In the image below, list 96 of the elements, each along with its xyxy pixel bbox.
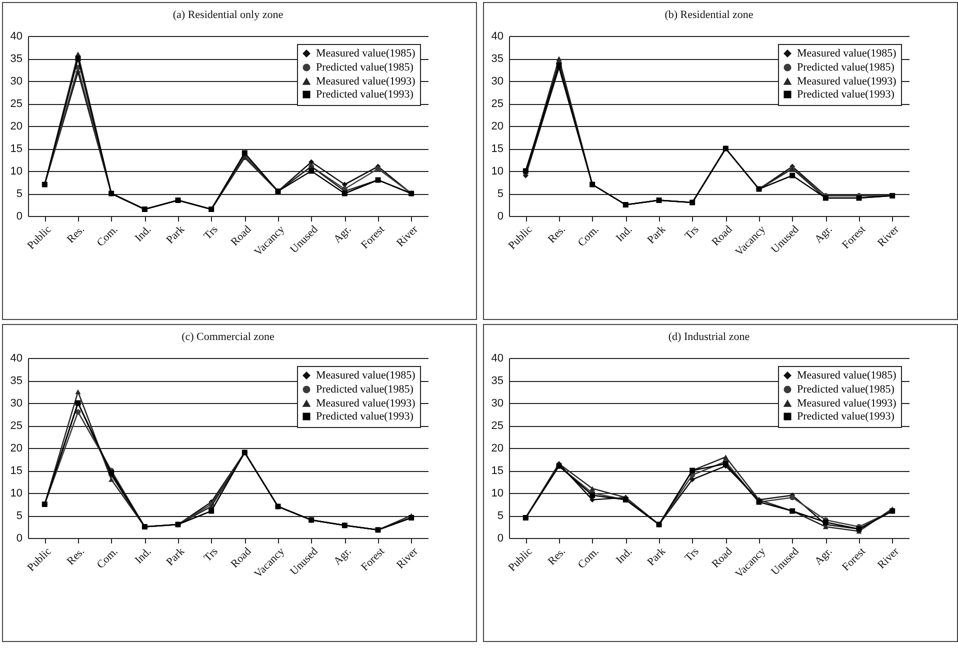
y-tick-label: 40 — [491, 352, 504, 364]
legend-label: Measured value(1993) — [316, 398, 416, 410]
x-tick-label: Com. — [94, 545, 120, 572]
y-tick-label: 15 — [10, 465, 22, 477]
y-tick-label: 30 — [10, 76, 22, 88]
x-tick-label: Com. — [94, 223, 120, 250]
y-tick-label: 10 — [491, 488, 504, 500]
y-tick-label: 20 — [10, 120, 22, 132]
x-tick-label: Ind. — [132, 223, 154, 244]
y-tick-label: 35 — [10, 53, 22, 65]
y-tick-label: 30 — [491, 398, 504, 410]
point — [108, 477, 114, 482]
x-tick-label: Trs — [202, 224, 220, 242]
y-tick-label: 0 — [497, 210, 504, 222]
legend-label: Measured value(1985) — [316, 48, 416, 60]
y-tick-label: 5 — [16, 510, 22, 522]
x-tick-label: Res. — [64, 545, 88, 568]
point — [822, 520, 828, 525]
legend-label: Measured value(1993) — [797, 76, 897, 88]
y-tick-label: 40 — [491, 30, 504, 42]
y-tick-label: 25 — [491, 98, 504, 110]
y-tick-label: 25 — [10, 98, 22, 110]
chart-title: (d) Industrial zone — [668, 331, 750, 343]
x-tick-label: Park — [645, 223, 668, 246]
x-tick-label: Res. — [546, 545, 568, 568]
chart-title: (b) Residential zone — [664, 9, 754, 21]
y-tick-label: 30 — [491, 76, 504, 88]
point — [375, 166, 381, 172]
legend-label: Predicted value(1985) — [316, 384, 414, 396]
x-tick-label: Ind. — [614, 545, 635, 566]
x-tick-label: Park — [164, 223, 188, 246]
legend-label: Predicted value(1993) — [316, 88, 414, 100]
legend-label: Measured value(1993) — [316, 76, 416, 88]
point — [108, 470, 114, 476]
y-tick-label: 0 — [16, 532, 22, 544]
y-tick-label: 15 — [10, 143, 22, 155]
legend-label: Predicted value(1985) — [316, 62, 414, 74]
y-tick-label: 35 — [491, 375, 504, 387]
point — [75, 389, 81, 394]
x-tick-label: Agr. — [812, 545, 835, 568]
y-tick-label: 0 — [497, 532, 504, 544]
point — [242, 150, 248, 156]
y-tick-label: 15 — [491, 143, 504, 155]
x-tick-label: Agr. — [332, 223, 354, 246]
y-tick-label: 20 — [491, 442, 504, 454]
y-tick-label: 5 — [497, 188, 504, 200]
point — [590, 486, 596, 491]
x-tick-label: Ind. — [132, 545, 154, 566]
y-tick-label: 35 — [10, 375, 22, 387]
legend-label: Predicted value(1993) — [316, 410, 414, 422]
x-tick-label: Com. — [576, 545, 602, 572]
y-tick-label: 5 — [16, 188, 22, 200]
legend-label: Predicted value(1993) — [797, 410, 895, 422]
point — [722, 454, 728, 460]
legend-label: Predicted value(1993) — [797, 88, 895, 100]
legend-label: Measured value(1985) — [797, 48, 897, 60]
point — [590, 492, 596, 498]
y-tick-label: 20 — [10, 442, 22, 454]
legend-label: Measured value(1985) — [797, 370, 897, 382]
y-tick-label: 15 — [491, 465, 504, 477]
x-tick-label: Ind. — [614, 223, 635, 244]
x-tick-label: Res. — [64, 223, 88, 246]
point — [722, 461, 728, 466]
x-tick-label: Agr. — [812, 223, 835, 246]
legend-label: Predicted value(1985) — [797, 62, 895, 74]
legend-label: Predicted value(1985) — [797, 384, 895, 396]
x-tick-label: Agr. — [332, 545, 354, 568]
y-tick-label: 10 — [10, 166, 22, 178]
x-tick-label: Com. — [576, 223, 602, 250]
x-tick-label: Trs — [682, 546, 702, 564]
y-tick-label: 5 — [497, 510, 504, 522]
legend-label: Measured value(1985) — [316, 370, 416, 382]
y-tick-label: 40 — [10, 352, 22, 364]
y-tick-label: 10 — [10, 488, 22, 500]
x-tick-label: Park — [164, 545, 188, 568]
point — [790, 172, 796, 178]
y-tick-label: 30 — [10, 398, 22, 410]
chart-title: (c) Commercial zone — [182, 331, 275, 343]
x-tick-label: Trs — [202, 546, 220, 564]
y-tick-label: 40 — [10, 30, 22, 42]
y-tick-label: 25 — [491, 420, 504, 432]
point — [556, 62, 562, 68]
x-tick-label: Park — [645, 545, 668, 568]
y-tick-label: 0 — [16, 210, 22, 222]
point — [342, 190, 348, 196]
x-tick-label: Res. — [546, 223, 568, 246]
y-tick-label: 25 — [10, 420, 22, 432]
y-tick-label: 20 — [491, 120, 504, 132]
x-tick-label: Trs — [682, 224, 702, 242]
y-tick-label: 35 — [491, 53, 504, 65]
point — [308, 168, 314, 174]
point — [790, 494, 796, 500]
chart-title: (a) Residential only zone — [172, 9, 284, 21]
legend-label: Measured value(1993) — [797, 398, 897, 410]
y-tick-label: 10 — [491, 166, 504, 178]
point — [208, 508, 214, 514]
